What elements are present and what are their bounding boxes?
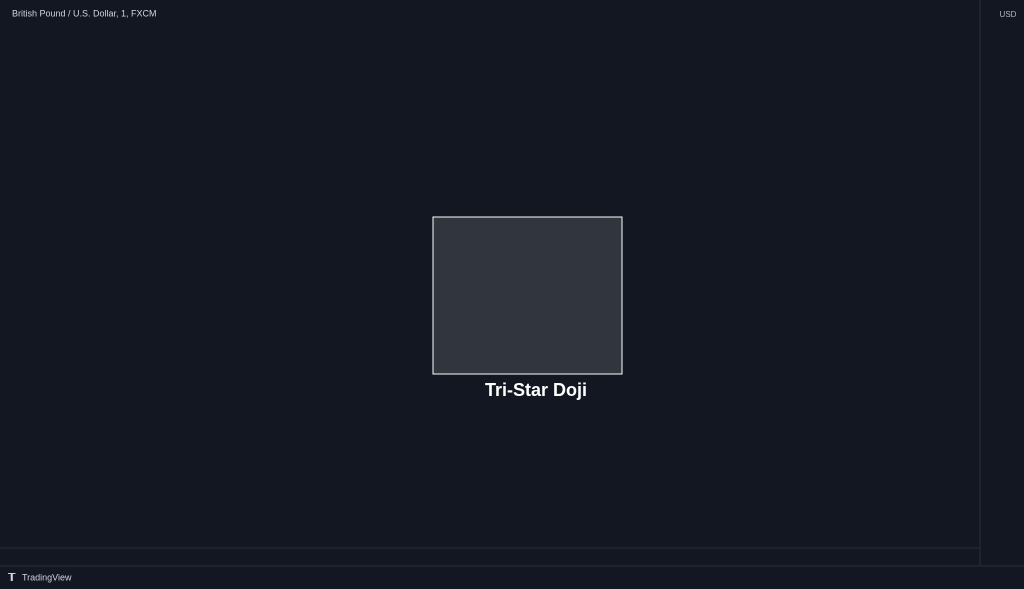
- chart-title: British Pound / U.S. Dollar, 1, FXCM: [12, 8, 157, 18]
- highlight-box: [432, 216, 623, 375]
- currency-label: USD: [1000, 10, 1017, 19]
- annotation: Tri-Star Doji: [485, 380, 587, 400]
- brand: TradingView: [22, 572, 72, 582]
- brand-icon: 𝗧: [8, 572, 16, 584]
